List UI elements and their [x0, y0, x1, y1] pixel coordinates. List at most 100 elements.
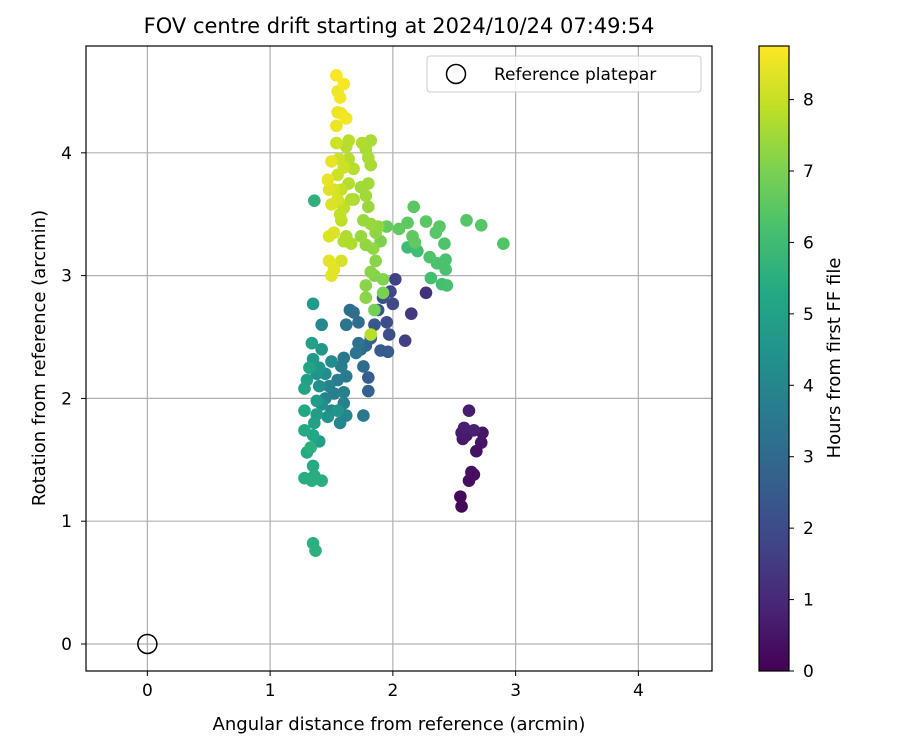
legend-label-reference: Reference platepar: [494, 65, 656, 85]
scatter-point: [325, 155, 338, 168]
scatter-point: [389, 273, 402, 286]
scatter-point: [455, 500, 468, 513]
scatter-point: [312, 379, 326, 393]
scatter-point: [357, 360, 370, 373]
scatter-point: [325, 355, 338, 368]
scatter-point: [331, 404, 344, 417]
y-tick-label: 4: [61, 144, 72, 164]
scatter-point: [382, 328, 396, 341]
colorbar-ticks: 0 1 2 3 4 5 6 7 8: [789, 91, 814, 682]
scatter-point: [392, 222, 406, 236]
colorbar-tick-label: 2: [803, 519, 814, 539]
scatter-point: [359, 279, 373, 292]
scatter-point: [362, 384, 375, 398]
colorbar-tick-label: 3: [803, 448, 814, 468]
colorbar: 0 1 2 3 4 5 6 7 8 Hours from first FF file: [758, 45, 845, 682]
scatter-point: [310, 394, 324, 408]
scatter-point: [322, 230, 336, 243]
scatter-point: [321, 173, 335, 187]
y-axis-ticks: 0 1 2 3 4: [61, 144, 86, 655]
x-tick-label: 4: [633, 681, 644, 701]
scatter-point: [364, 328, 378, 341]
colorbar-tick-label: 7: [803, 162, 814, 182]
scatter-point: [304, 441, 317, 454]
scatter-point: [339, 112, 353, 125]
colorbar-tick-label: 8: [803, 91, 814, 111]
scatter-point: [398, 334, 412, 347]
scatter-point: [433, 220, 446, 233]
scatter-point: [352, 336, 365, 350]
scatter-point: [322, 254, 336, 268]
scatter-point: [467, 424, 481, 437]
scatter-point: [303, 361, 316, 375]
grid: [86, 46, 712, 671]
scatter-point: [315, 342, 328, 356]
scatter-point: [364, 265, 378, 279]
colorbar-tick-label: 6: [803, 233, 814, 253]
scatter-point: [419, 215, 433, 228]
scatter-point: [355, 136, 369, 150]
scatter-point: [359, 291, 373, 305]
scatter-point: [342, 134, 355, 147]
plot-frame: [85, 45, 713, 672]
scatter-point: [354, 230, 368, 243]
scatter-point: [462, 404, 476, 417]
colorbar-tick-label: 4: [803, 376, 814, 396]
scatter-point: [321, 410, 335, 424]
scatter-point: [474, 436, 488, 449]
y-tick-label: 1: [61, 512, 72, 532]
reference-platepar-marker: [137, 633, 158, 655]
scatter-point: [298, 424, 311, 437]
scatter-point: [376, 286, 390, 300]
scatter-point: [325, 269, 338, 282]
scatter-point: [423, 250, 436, 264]
scatter-point: [337, 77, 351, 91]
scatter-point: [333, 91, 347, 104]
scatter-point: [440, 279, 454, 292]
scatter-point: [298, 404, 311, 417]
scatter-point: [357, 214, 370, 227]
scatter-point: [315, 318, 328, 332]
scatter-point: [335, 254, 348, 268]
scatter-point: [457, 421, 471, 435]
scatter-point: [305, 336, 319, 350]
scatter-point: [352, 315, 365, 329]
x-tick-label: 3: [510, 681, 521, 701]
colorbar-label: Hours from first FF file: [824, 258, 845, 459]
scatter-point: [368, 318, 381, 332]
scatter-point: [330, 69, 343, 82]
colorbar-tick-label: 5: [803, 305, 814, 325]
scatter-point: [335, 360, 348, 373]
scatter-point: [339, 318, 353, 332]
scatter-point: [322, 379, 336, 393]
scatter-point: [386, 297, 400, 311]
scatter-point: [424, 271, 438, 285]
scatter-point: [497, 237, 510, 250]
scatter-point: [362, 371, 375, 384]
scatter-point: [343, 303, 357, 317]
colorbar-gradient: [758, 45, 790, 672]
scatter-point: [306, 297, 320, 311]
scatter-point: [357, 409, 370, 422]
data-points: [298, 69, 510, 557]
scatter-point: [333, 207, 347, 221]
scatter-point: [337, 385, 351, 399]
scatter-point: [330, 136, 343, 150]
scatter-point: [305, 474, 319, 487]
scatter-point: [337, 234, 351, 248]
scatter-point: [439, 263, 452, 276]
scatter-point: [306, 459, 320, 473]
scatter-point: [309, 544, 322, 557]
scatter-point: [419, 286, 433, 300]
scatter-point: [325, 198, 338, 211]
legend-box: [426, 55, 702, 93]
scatter-point: [362, 200, 375, 214]
chart-title: FOV centre drift starting at 2024/10/24 …: [144, 14, 655, 38]
x-tick-label: 2: [387, 681, 398, 701]
scatter-point: [298, 382, 311, 395]
colorbar-tick-label: 1: [803, 591, 814, 611]
scatter-point: [308, 416, 321, 430]
scatter-point: [407, 200, 421, 214]
scatter-point: [474, 218, 488, 232]
